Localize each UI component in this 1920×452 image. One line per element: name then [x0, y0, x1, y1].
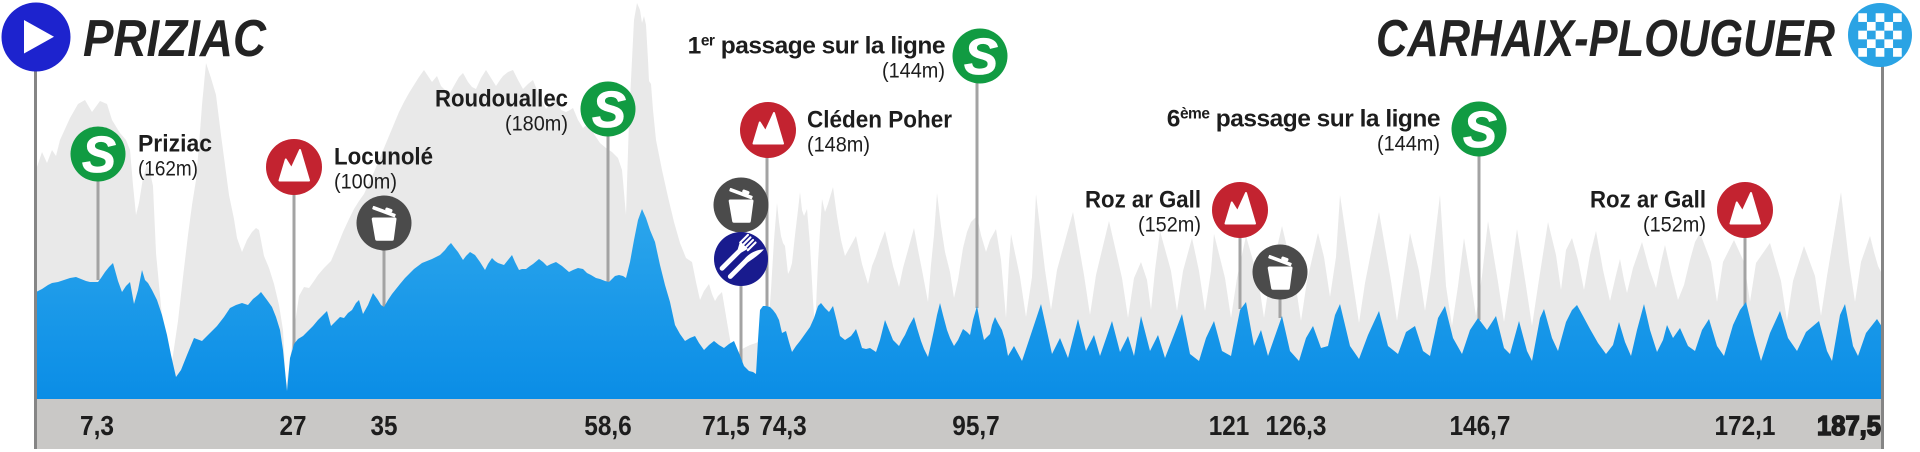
svg-text:Roudouallec: Roudouallec	[435, 86, 568, 113]
svg-text:Roz ar Gall: Roz ar Gall	[1085, 187, 1201, 214]
svg-text:S: S	[592, 81, 626, 138]
svg-text:6ème passage sur la ligne: 6ème passage sur la ligne	[1167, 106, 1440, 133]
svg-text:S: S	[82, 126, 116, 183]
svg-text:58,6: 58,6	[584, 410, 632, 441]
svg-text:7,3: 7,3	[80, 410, 114, 441]
svg-text:(152m): (152m)	[1138, 213, 1201, 237]
svg-text:(152m): (152m)	[1643, 213, 1706, 237]
svg-text:(144m): (144m)	[882, 59, 945, 83]
svg-text:(162m): (162m)	[138, 157, 198, 181]
svg-text:71,5: 71,5	[702, 410, 750, 441]
svg-text:(100m): (100m)	[334, 170, 397, 194]
svg-text:1er passage sur la ligne: 1er passage sur la ligne	[688, 33, 945, 60]
svg-text:27: 27	[280, 410, 307, 441]
svg-text:Priziac: Priziac	[138, 131, 212, 158]
svg-text:95,7: 95,7	[952, 410, 1000, 441]
svg-text:126,3: 126,3	[1266, 410, 1327, 441]
svg-text:CARHAIX-PLOUGUER: CARHAIX-PLOUGUER	[1376, 10, 1835, 68]
svg-text:74,3: 74,3	[759, 410, 807, 441]
svg-text:Cléden Poher: Cléden Poher	[807, 107, 952, 134]
svg-text:S: S	[964, 28, 998, 85]
svg-text:35: 35	[371, 410, 398, 441]
svg-text:(144m): (144m)	[1377, 132, 1440, 156]
svg-text:Roz ar Gall: Roz ar Gall	[1590, 187, 1706, 214]
svg-text:(180m): (180m)	[505, 112, 568, 136]
svg-text:172,1: 172,1	[1715, 410, 1776, 441]
svg-text:PRIZIAC: PRIZIAC	[83, 10, 267, 68]
svg-text:121: 121	[1209, 410, 1250, 441]
svg-text:146,7: 146,7	[1450, 410, 1511, 441]
svg-text:(148m): (148m)	[807, 133, 870, 157]
svg-text:187,5: 187,5	[1817, 410, 1881, 441]
svg-text:Locunolé: Locunolé	[334, 144, 433, 171]
svg-text:S: S	[1463, 101, 1497, 158]
